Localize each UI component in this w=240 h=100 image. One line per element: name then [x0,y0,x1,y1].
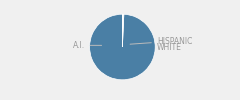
Wedge shape [90,14,155,80]
Wedge shape [122,14,124,47]
Wedge shape [122,14,123,47]
Text: HISPANIC: HISPANIC [130,37,192,46]
Text: WHITE: WHITE [157,43,182,52]
Text: A.I.: A.I. [72,41,102,50]
